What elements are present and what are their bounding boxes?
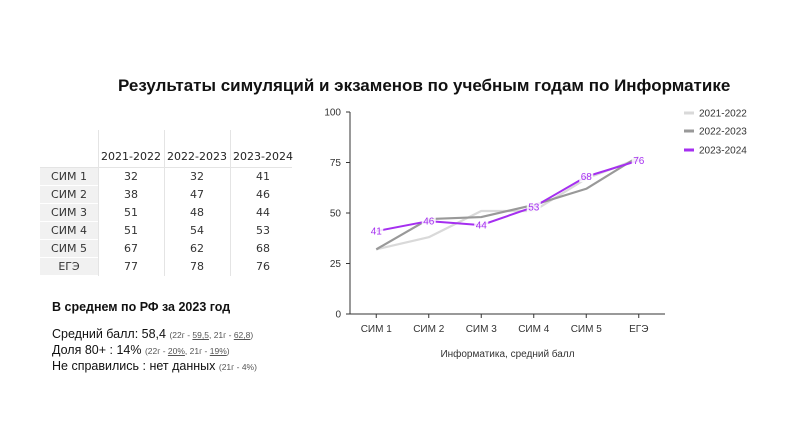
table-cell: 53 (256, 224, 270, 237)
table-cell: 51 (124, 224, 138, 237)
average-score-note: (22г - 59,5, 21г - 62,8) (169, 330, 254, 340)
fail-rate: Не справились : нет данных (52, 359, 216, 373)
data-label: 41 (371, 227, 383, 238)
table-row: СИМ 3 51 48 44 (40, 204, 292, 222)
table-row: СИМ 1 32 32 41 (40, 168, 292, 186)
table-row: СИМ 5 67 62 68 (40, 240, 292, 258)
x-axis-label: Информатика, средний балл (440, 348, 574, 360)
row-label: СИМ 1 (40, 168, 98, 185)
row-label: СИМ 2 (40, 186, 98, 203)
row-label: ЕГЭ (40, 258, 98, 275)
table-row: СИМ 2 38 47 46 (40, 186, 292, 204)
data-label: 53 (528, 202, 540, 213)
table-row: ЕГЭ 77 78 76 (40, 258, 292, 276)
table-cell: 32 (190, 170, 204, 183)
table-cell: 47 (190, 188, 204, 201)
legend-entry: 2023-2024 (699, 146, 747, 157)
row-label: СИМ 5 (40, 240, 98, 257)
chart-title: Результаты симуляций и экзаменов по учеб… (118, 76, 731, 95)
table-row: СИМ 4 51 54 53 (40, 222, 292, 240)
data-label: 46 (423, 217, 435, 228)
x-tick-label: СИМ 5 (571, 324, 603, 335)
y-tick-label: 0 (335, 310, 341, 321)
table-divider (164, 130, 165, 276)
row-label: СИМ 3 (40, 204, 98, 221)
x-tick-label: ЕГЭ (629, 324, 648, 335)
x-tick-label: СИМ 3 (466, 324, 498, 335)
table-cell: 77 (124, 260, 138, 273)
table-cell: 78 (190, 260, 204, 273)
data-label-bg (579, 171, 594, 183)
x-tick-label: СИМ 2 (413, 324, 445, 335)
table-cell: 44 (256, 206, 270, 219)
averages-title: В среднем по РФ за 2023 год (52, 300, 231, 314)
results-table: 2021-2022 2022-2023 2023-2024 СИМ 1 32 3… (40, 130, 300, 276)
data-label-bg (631, 154, 646, 166)
share-80-note: (22г - 20%, 21г - 19%) (144, 346, 230, 356)
data-label-bg (526, 201, 541, 213)
average-score: Средний балл: 58,4 (52, 327, 166, 341)
table-cell: 76 (256, 260, 270, 273)
table-cell: 68 (256, 242, 270, 255)
table-cell: 41 (256, 170, 270, 183)
table-divider (98, 130, 99, 276)
table-cell: 48 (190, 206, 204, 219)
data-label: 68 (581, 172, 593, 183)
series-line-2022-2023 (375, 155, 640, 251)
table-cell: 54 (190, 224, 204, 237)
table-divider (230, 130, 231, 276)
average-score-line: Средний балл: 58,4 (22г - 59,5, 21г - 62… (52, 327, 312, 343)
row-label: СИМ 4 (40, 222, 98, 239)
share-80: Доля 80+ : 14% (52, 343, 142, 357)
national-averages: В среднем по РФ за 2023 год Средний балл… (52, 300, 312, 375)
data-label-bg (421, 215, 436, 227)
y-tick-label: 100 (324, 108, 341, 119)
x-tick-label: СИМ 4 (518, 324, 550, 335)
column-header: 2023-2024 (233, 150, 293, 163)
data-label-bg (474, 219, 489, 231)
table-cell: 38 (124, 188, 138, 201)
column-header: 2021-2022 (101, 150, 161, 163)
fail-rate-note: (21г - 4%) (218, 362, 257, 372)
table-cell: 62 (190, 242, 204, 255)
data-label: 76 (633, 156, 645, 167)
table-cell: 67 (124, 242, 138, 255)
table-cell: 32 (124, 170, 138, 183)
column-header: 2022-2023 (167, 150, 227, 163)
series-line-2023-2024 (376, 159, 640, 233)
x-tick-label: СИМ 1 (361, 324, 393, 335)
y-tick-label: 75 (330, 158, 342, 169)
data-label-bg (369, 225, 384, 237)
table-cell: 46 (256, 188, 270, 201)
data-label: 44 (476, 221, 488, 232)
share-80-line: Доля 80+ : 14% (22г - 20%, 21г - 19%) (52, 343, 312, 359)
table-divider (40, 167, 292, 168)
fail-line: Не справились : нет данных (21г - 4%) (52, 359, 312, 375)
y-tick-label: 50 (330, 209, 342, 220)
y-tick-label: 25 (330, 259, 342, 270)
legend-entry: 2021-2022 (699, 109, 747, 120)
legend-entry: 2022-2023 (699, 127, 747, 138)
table-cell: 51 (124, 206, 138, 219)
